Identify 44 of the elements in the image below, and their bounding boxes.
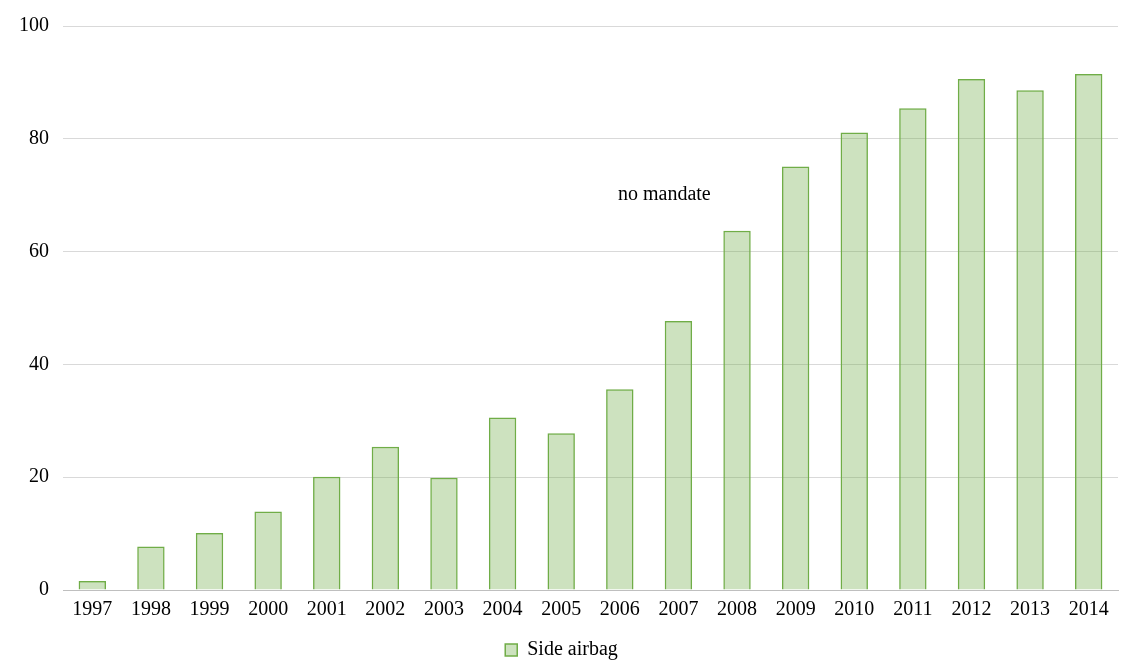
bar (137, 546, 165, 590)
bar (606, 389, 634, 590)
x-tick-label: 2006 (599, 597, 640, 620)
bar (78, 580, 107, 590)
bar (724, 232, 750, 590)
bar (488, 417, 517, 590)
x-tick-label: 1998 (130, 597, 171, 620)
bar (547, 433, 575, 590)
bar (840, 132, 868, 590)
x-tick-label: 2009 (775, 597, 816, 620)
bar (195, 533, 224, 590)
x-tick-label: 2010 (834, 597, 875, 620)
y-tick-label: 100 (19, 13, 49, 36)
y-tick-label: 40 (29, 351, 49, 374)
x-tick-label: 2004 (482, 597, 523, 620)
bar (430, 477, 458, 590)
bar (781, 166, 810, 590)
bar (254, 511, 282, 590)
bar (899, 108, 927, 590)
x-tick-label: 2012 (951, 597, 992, 620)
bar (371, 446, 400, 590)
bar (1016, 90, 1044, 590)
x-tick-label: 2013 (1010, 597, 1051, 620)
bar (957, 79, 986, 590)
x-tick-label: 2003 (423, 597, 464, 620)
x-tick-label: 1997 (72, 597, 113, 620)
x-tick-label: 2014 (1068, 597, 1109, 620)
x-tick-label: 2001 (306, 597, 347, 620)
x-tick-label: 2008 (717, 597, 758, 620)
x-tick-label: 2011 (893, 597, 933, 620)
x-tick-label: 2005 (541, 597, 582, 620)
bar (313, 476, 341, 590)
y-tick-label: 80 (29, 126, 49, 149)
x-tick-label: 2007 (658, 597, 699, 620)
annotation: no mandate (617, 182, 711, 205)
x-tick-label: 1999 (189, 597, 230, 620)
y-tick-label: 60 (29, 238, 49, 261)
y-tick-label: 20 (29, 464, 49, 487)
y-tick-label: 0 (39, 577, 49, 600)
bar (1074, 73, 1103, 590)
bar (664, 320, 693, 590)
x-tick-label: 2002 (365, 597, 406, 620)
legend-label: Side airbag (527, 637, 618, 661)
x-tick-label: 2000 (248, 597, 289, 620)
